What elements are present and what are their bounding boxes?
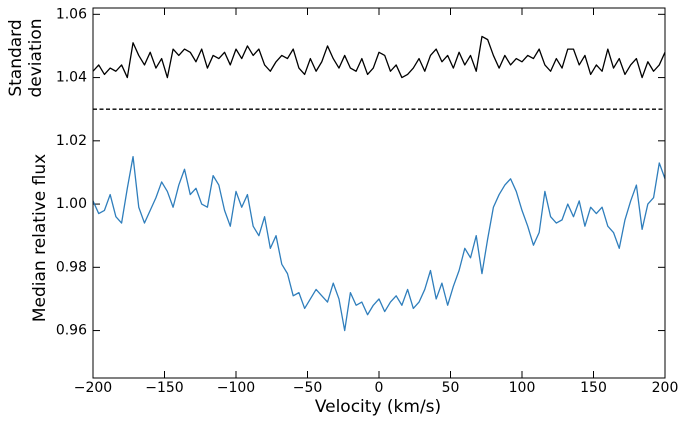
- plot-frame: [92, 7, 666, 379]
- x-tick-label: −100: [217, 380, 255, 396]
- x-tick-label: 100: [509, 380, 536, 396]
- x-tick-label: 0: [375, 380, 384, 396]
- y-axis-label: Median relative flux: [30, 154, 50, 322]
- x-tick-label: −50: [293, 380, 323, 396]
- x-tick-label: 200: [652, 380, 679, 396]
- x-tick-label: 150: [580, 380, 607, 396]
- y-tick-label: 1.04: [56, 70, 87, 86]
- series-line: [92, 155, 666, 332]
- x-axis-label: Velocity (km/s): [315, 397, 441, 417]
- y-axis-label: deviation: [26, 18, 46, 97]
- y-tick-label: 1.00: [56, 196, 87, 212]
- y-axis-label: Standard: [6, 19, 26, 96]
- x-tick-label: 50: [442, 380, 460, 396]
- x-tick-label: −150: [145, 380, 183, 396]
- y-tick-label: 1.06: [56, 6, 87, 22]
- y-tick-label: 0.96: [56, 323, 87, 339]
- y-tick-label: 0.98: [56, 259, 87, 275]
- series-line: [92, 35, 666, 79]
- y-tick-label: 1.02: [56, 133, 87, 149]
- x-tick-label: −200: [74, 380, 112, 396]
